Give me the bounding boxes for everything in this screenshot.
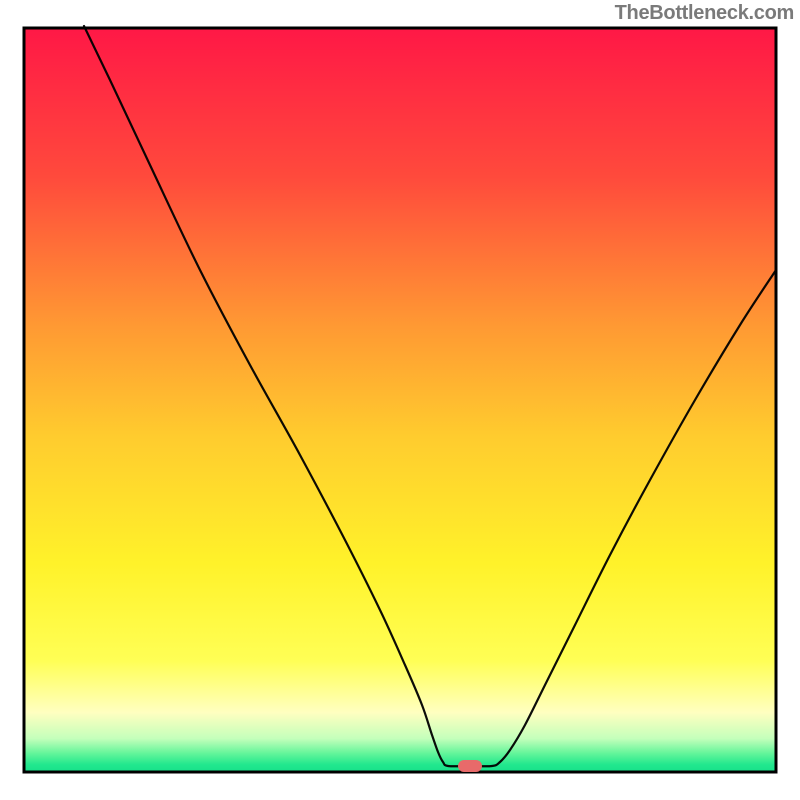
plot-background [24, 28, 776, 772]
chart-container: TheBottleneck.com [0, 0, 800, 800]
sweet-spot-marker [458, 760, 482, 772]
watermark-label: TheBottleneck.com [615, 2, 794, 25]
bottleneck-chart [0, 0, 800, 800]
